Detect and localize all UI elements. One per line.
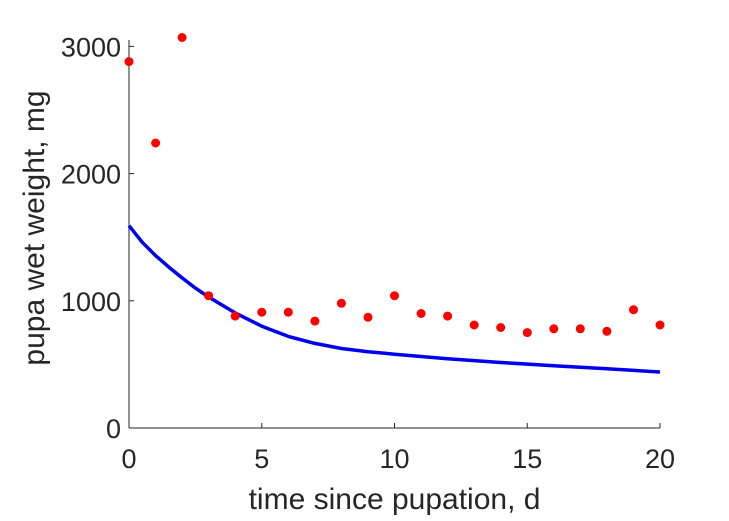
y-tick-label: 3000 — [61, 32, 121, 62]
x-axis-label: time since pupation, d — [249, 483, 541, 516]
data-point — [257, 307, 267, 317]
axes — [128, 40, 660, 429]
data-point — [416, 309, 426, 318]
data-point — [390, 291, 399, 301]
data-point — [230, 311, 240, 321]
model-curve — [127, 224, 661, 374]
y-tick-label: 1000 — [61, 287, 121, 317]
data-point — [522, 328, 532, 338]
data-point — [443, 311, 453, 321]
x-tick-label: 0 — [121, 444, 136, 474]
data-point — [124, 57, 134, 67]
data-point — [336, 298, 346, 308]
data-point — [177, 33, 187, 42]
data-point — [283, 307, 293, 317]
tick-group: 0 5 10 15 20 0 1000 2000 3000 — [61, 32, 675, 474]
data-point — [469, 320, 479, 330]
data-point — [602, 326, 612, 336]
data-point — [204, 291, 214, 301]
data-point — [151, 138, 161, 148]
data-point — [655, 320, 665, 330]
data-point — [310, 316, 320, 326]
x-tick-label: 5 — [254, 444, 269, 474]
y-tick-label: 0 — [106, 414, 121, 444]
plot-area — [124, 33, 665, 374]
y-tick-label: 2000 — [61, 160, 121, 190]
x-tick-label: 10 — [379, 444, 409, 474]
x-tick-label: 20 — [645, 444, 675, 474]
data-point — [575, 324, 585, 334]
x-tick-label: 15 — [512, 444, 542, 474]
data-point — [496, 323, 506, 332]
y-axis-label: pupa wet weight, mg — [18, 90, 51, 365]
data-point — [549, 324, 559, 334]
data-point — [629, 305, 638, 315]
data-point — [363, 312, 373, 322]
